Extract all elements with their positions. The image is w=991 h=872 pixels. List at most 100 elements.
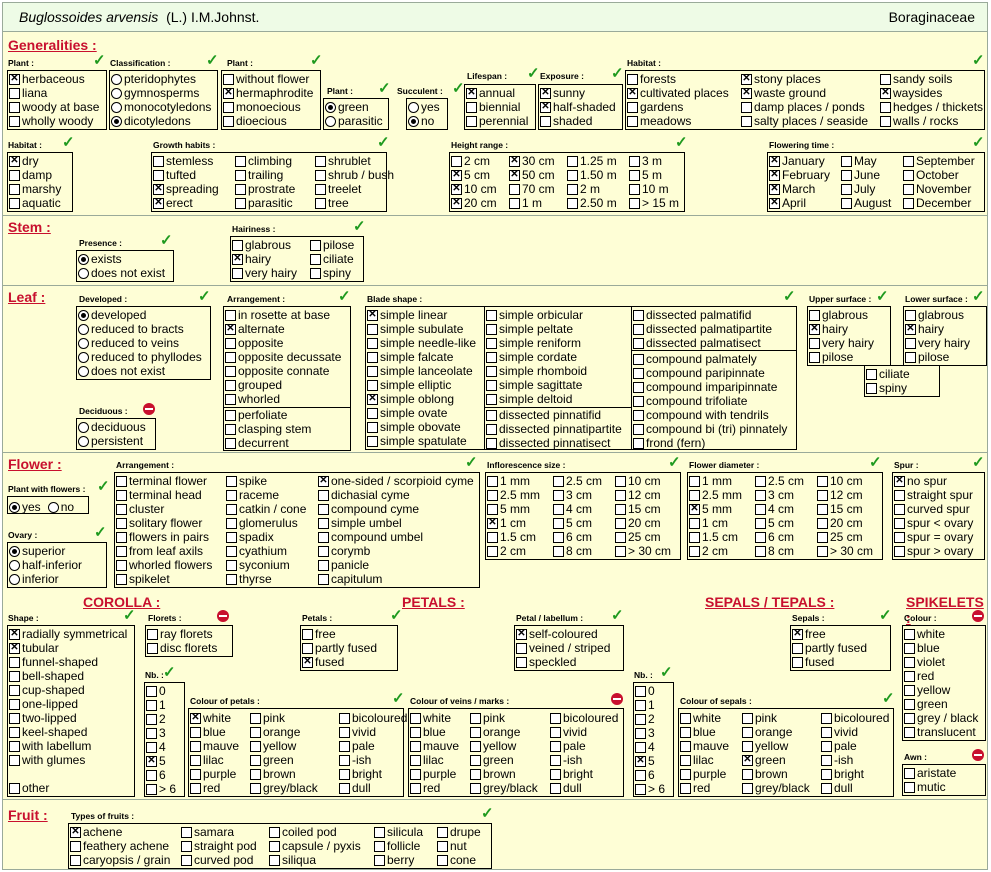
checkbox-option-l-arr-b[interactable]: perfoliate bbox=[224, 408, 311, 422]
checkbox-option-f-dia-a[interactable]: 2 cm bbox=[688, 544, 742, 558]
checkbox-option-g-life[interactable]: biennial bbox=[465, 100, 528, 114]
checkbox-option-g-h-d[interactable]: > 15 m bbox=[628, 196, 679, 210]
checkbox-option-g-h-c[interactable]: 2.50 m bbox=[566, 196, 617, 210]
checkbox-option-g-h-b[interactable]: 30 cm bbox=[508, 154, 555, 168]
checkbox-option-l-bl-a[interactable]: simple spatulate bbox=[366, 434, 476, 448]
checkbox-option-l-arr-a[interactable]: opposite connate bbox=[224, 364, 341, 378]
checkbox-option-sk-col[interactable]: white bbox=[903, 627, 978, 641]
checkbox-option-g-hab2[interactable]: marshy bbox=[8, 182, 61, 196]
checkbox-option-l-bl-a[interactable]: simple needle-like bbox=[366, 336, 476, 350]
checkbox-option-f-dia-b[interactable]: 3 cm bbox=[754, 488, 804, 502]
checkbox-option-sk-col[interactable]: green bbox=[903, 697, 978, 711]
radio-option-l-dev[interactable]: reduced to veins bbox=[77, 336, 202, 350]
checkbox-option-f-inf-c[interactable]: 20 cm bbox=[614, 516, 671, 530]
checkbox-option-l-bl-b[interactable]: simple deltoid bbox=[485, 392, 587, 406]
checkbox-option-g-hab-c[interactable]: sandy soils bbox=[879, 72, 983, 86]
checkbox-option-g-hab-c[interactable]: hedges / thickets bbox=[879, 100, 983, 114]
checkbox-option-sk-col[interactable]: translucent bbox=[903, 725, 978, 739]
checkbox-option-g-gr-c[interactable]: shrublet bbox=[314, 154, 394, 168]
checkbox-option-f-inf-c[interactable]: 15 cm bbox=[614, 502, 671, 516]
checkbox-option-l-arr-b[interactable]: clasping stem bbox=[224, 422, 311, 436]
checkbox-option-c-shape[interactable]: tubular bbox=[8, 641, 127, 655]
checkbox-option-cp-a[interactable]: lilac bbox=[189, 753, 239, 767]
checkbox-option-g-life[interactable]: perennial bbox=[465, 114, 528, 128]
checkbox-option-cs-b[interactable]: orange bbox=[741, 725, 810, 739]
checkbox-option-g-expo[interactable]: sunny bbox=[539, 86, 616, 100]
checkbox-option-l-bl-e[interactable]: compound palmately bbox=[632, 352, 787, 366]
checkbox-option-g-h-a[interactable]: 20 cm bbox=[450, 196, 497, 210]
checkbox-option-g-plant[interactable]: herbaceous bbox=[8, 72, 99, 86]
checkbox-option-cv-a[interactable]: mauve bbox=[409, 739, 459, 753]
checkbox-option-l-bl-b[interactable]: simple reniform bbox=[485, 336, 587, 350]
checkbox-option-cp-b[interactable]: grey/black bbox=[249, 781, 318, 795]
checkbox-option-g-plant[interactable]: liana bbox=[8, 86, 99, 100]
checkbox-option-fr-a[interactable]: feathery achene bbox=[69, 839, 170, 853]
checkbox-option-f-spur[interactable]: no spur bbox=[893, 474, 973, 488]
checkbox-option-l-bl-a[interactable]: simple subulate bbox=[366, 322, 476, 336]
checkbox-option-f-dia-b[interactable]: 5 cm bbox=[754, 516, 804, 530]
checkbox-option-cp-a[interactable]: mauve bbox=[189, 739, 239, 753]
checkbox-option-nb2[interactable]: 5 bbox=[634, 754, 665, 768]
checkbox-option-fr-a[interactable]: caryopsis / grain bbox=[69, 853, 170, 867]
checkbox-option-f-arr-a[interactable]: terminal flower bbox=[115, 474, 212, 488]
checkbox-option-nb2[interactable]: 1 bbox=[634, 698, 665, 712]
checkbox-option-g-hab-a[interactable]: meadows bbox=[626, 114, 729, 128]
checkbox-option-l-bl-b[interactable]: simple sagittate bbox=[485, 378, 587, 392]
checkbox-option-f-inf-a[interactable]: 2 cm bbox=[486, 544, 540, 558]
checkbox-option-c-shape[interactable]: two-lipped bbox=[8, 711, 127, 725]
checkbox-option-cs-c[interactable]: dull bbox=[820, 781, 889, 795]
checkbox-option-f-arr-a[interactable]: from leaf axils bbox=[115, 544, 212, 558]
checkbox-option-fr-e[interactable]: nut bbox=[436, 839, 481, 853]
checkbox-option-c-shape[interactable]: bell-shaped bbox=[8, 669, 127, 683]
checkbox-option-fr-b[interactable]: straight pod bbox=[180, 839, 257, 853]
checkbox-option-g-fl-c[interactable]: December bbox=[902, 196, 975, 210]
checkbox-option-cp-b[interactable]: pink bbox=[249, 711, 318, 725]
checkbox-option-l-bl-e[interactable]: compound imparipinnate bbox=[632, 380, 787, 394]
checkbox-option-l-bl-c[interactable]: dissected pinnatifid bbox=[485, 408, 622, 422]
checkbox-option-nb1[interactable]: > 6 bbox=[145, 782, 176, 796]
checkbox-option-g-h-d[interactable]: 10 m bbox=[628, 182, 679, 196]
checkbox-option-fr-b[interactable]: samara bbox=[180, 825, 257, 839]
checkbox-option-sk-awn[interactable]: aristate bbox=[903, 766, 956, 780]
checkbox-option-g-fl-c[interactable]: September bbox=[902, 154, 975, 168]
checkbox-option-cs-c[interactable]: bicoloured bbox=[820, 711, 889, 725]
checkbox-option-f-inf-c[interactable]: 10 cm bbox=[614, 474, 671, 488]
checkbox-option-cv-b[interactable]: yellow bbox=[469, 739, 538, 753]
checkbox-option-f-arr-b[interactable]: syconium bbox=[225, 558, 306, 572]
checkbox-option-cp-a[interactable]: red bbox=[189, 781, 239, 795]
checkbox-option-g-h-c[interactable]: 1.50 m bbox=[566, 168, 617, 182]
checkbox-option-g-hab-a[interactable]: forests bbox=[626, 72, 729, 86]
checkbox-option-cs-b[interactable]: green bbox=[741, 753, 810, 767]
checkbox-option-g-gr-c[interactable]: tree bbox=[314, 196, 394, 210]
checkbox-option-nb2[interactable]: 0 bbox=[634, 684, 665, 698]
checkbox-option-nb2[interactable]: > 6 bbox=[634, 782, 665, 796]
checkbox-option-l-bl-a[interactable]: simple oblong bbox=[366, 392, 476, 406]
checkbox-option-l-bl-e[interactable]: compound bi (tri) pinnately bbox=[632, 422, 787, 436]
checkbox-option-g-plant2[interactable]: monoecious bbox=[222, 100, 313, 114]
checkbox-option-g-gr-a[interactable]: stemless bbox=[152, 154, 219, 168]
checkbox-option-fr-a[interactable]: achene bbox=[69, 825, 170, 839]
checkbox-option-f-arr-c[interactable]: compound umbel bbox=[317, 530, 474, 544]
checkbox-option-s-hair-b[interactable]: pilose bbox=[309, 238, 354, 252]
checkbox-option-l-arr-a[interactable]: grouped bbox=[224, 378, 341, 392]
checkbox-option-fr-e[interactable]: cone bbox=[436, 853, 481, 867]
checkbox-option-f-inf-a[interactable]: 1.5 cm bbox=[486, 530, 540, 544]
checkbox-option-c-florets[interactable]: disc florets bbox=[146, 641, 217, 655]
checkbox-option-s-hair-a[interactable]: very hairy bbox=[231, 266, 297, 280]
checkbox-option-fr-c[interactable]: siliqua bbox=[268, 853, 361, 867]
checkbox-option-f-arr-a[interactable]: flowers in pairs bbox=[115, 530, 212, 544]
checkbox-option-f-dia-b[interactable]: 2.5 cm bbox=[754, 474, 804, 488]
checkbox-option-f-inf-c[interactable]: 12 cm bbox=[614, 488, 671, 502]
radio-option-f-ovary[interactable]: inferior bbox=[8, 572, 82, 586]
checkbox-option-f-dia-a[interactable]: 5 mm bbox=[688, 502, 742, 516]
checkbox-option-f-arr-c[interactable]: one-sided / scorpioid cyme bbox=[317, 474, 474, 488]
checkbox-option-c-shape[interactable]: funnel-shaped bbox=[8, 655, 127, 669]
checkbox-option-g-fl-a[interactable]: April bbox=[768, 196, 830, 210]
checkbox-option-g-fl-b[interactable]: August bbox=[840, 196, 891, 210]
checkbox-option-cs-b[interactable]: pink bbox=[741, 711, 810, 725]
checkbox-option-cs-a[interactable]: blue bbox=[679, 725, 729, 739]
checkbox-option-l-arr-a[interactable]: in rosette at base bbox=[224, 308, 341, 322]
checkbox-option-c-shape[interactable]: keel-shaped bbox=[8, 725, 127, 739]
checkbox-option-s-hair-a[interactable]: hairy bbox=[231, 252, 297, 266]
checkbox-option-l-bl-c[interactable]: dissected pinnatisect bbox=[485, 436, 622, 450]
